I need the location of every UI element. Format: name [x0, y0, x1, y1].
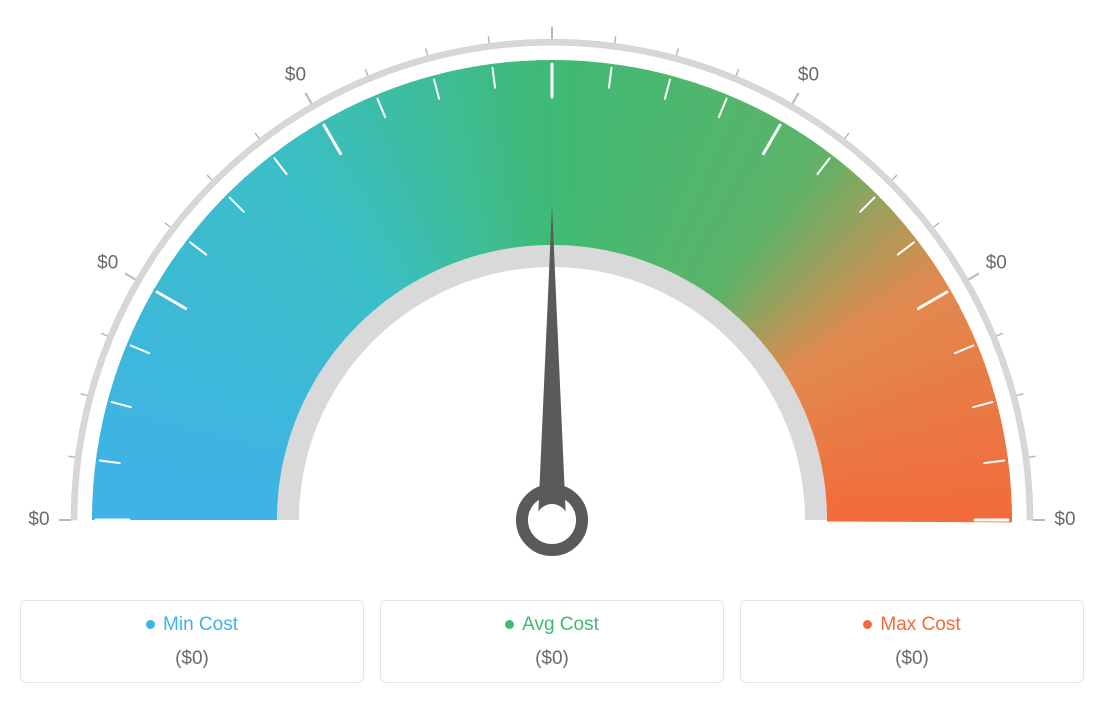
legend-value-max: ($0): [751, 648, 1073, 670]
svg-text:$0: $0: [798, 65, 819, 86]
legend-card-min: Min Cost ($0): [20, 600, 364, 683]
dot-icon: [146, 620, 155, 629]
legend-value-avg: ($0): [391, 648, 713, 670]
legend-title-min: Min Cost: [163, 615, 238, 634]
svg-text:$0: $0: [97, 253, 118, 274]
legend-title-max: Max Cost: [880, 615, 960, 634]
cost-gauge-widget: $0$0$0$0$0$0$0 Min Cost ($0) Avg Cost ($…: [20, 20, 1084, 683]
legend-card-max: Max Cost ($0): [740, 600, 1084, 683]
gauge-svg: $0$0$0$0$0$0$0: [20, 20, 1084, 590]
legend-row: Min Cost ($0) Avg Cost ($0) Max Cost ($0…: [20, 600, 1084, 683]
dot-icon: [863, 620, 872, 629]
svg-text:$0: $0: [1054, 509, 1075, 530]
legend-title-avg: Avg Cost: [522, 615, 599, 634]
svg-text:$0: $0: [28, 509, 49, 530]
svg-text:$0: $0: [285, 65, 306, 86]
gauge-chart: $0$0$0$0$0$0$0: [20, 20, 1084, 590]
legend-value-min: ($0): [31, 648, 353, 670]
svg-text:$0: $0: [986, 253, 1007, 274]
legend-card-avg: Avg Cost ($0): [380, 600, 724, 683]
dot-icon: [505, 620, 514, 629]
